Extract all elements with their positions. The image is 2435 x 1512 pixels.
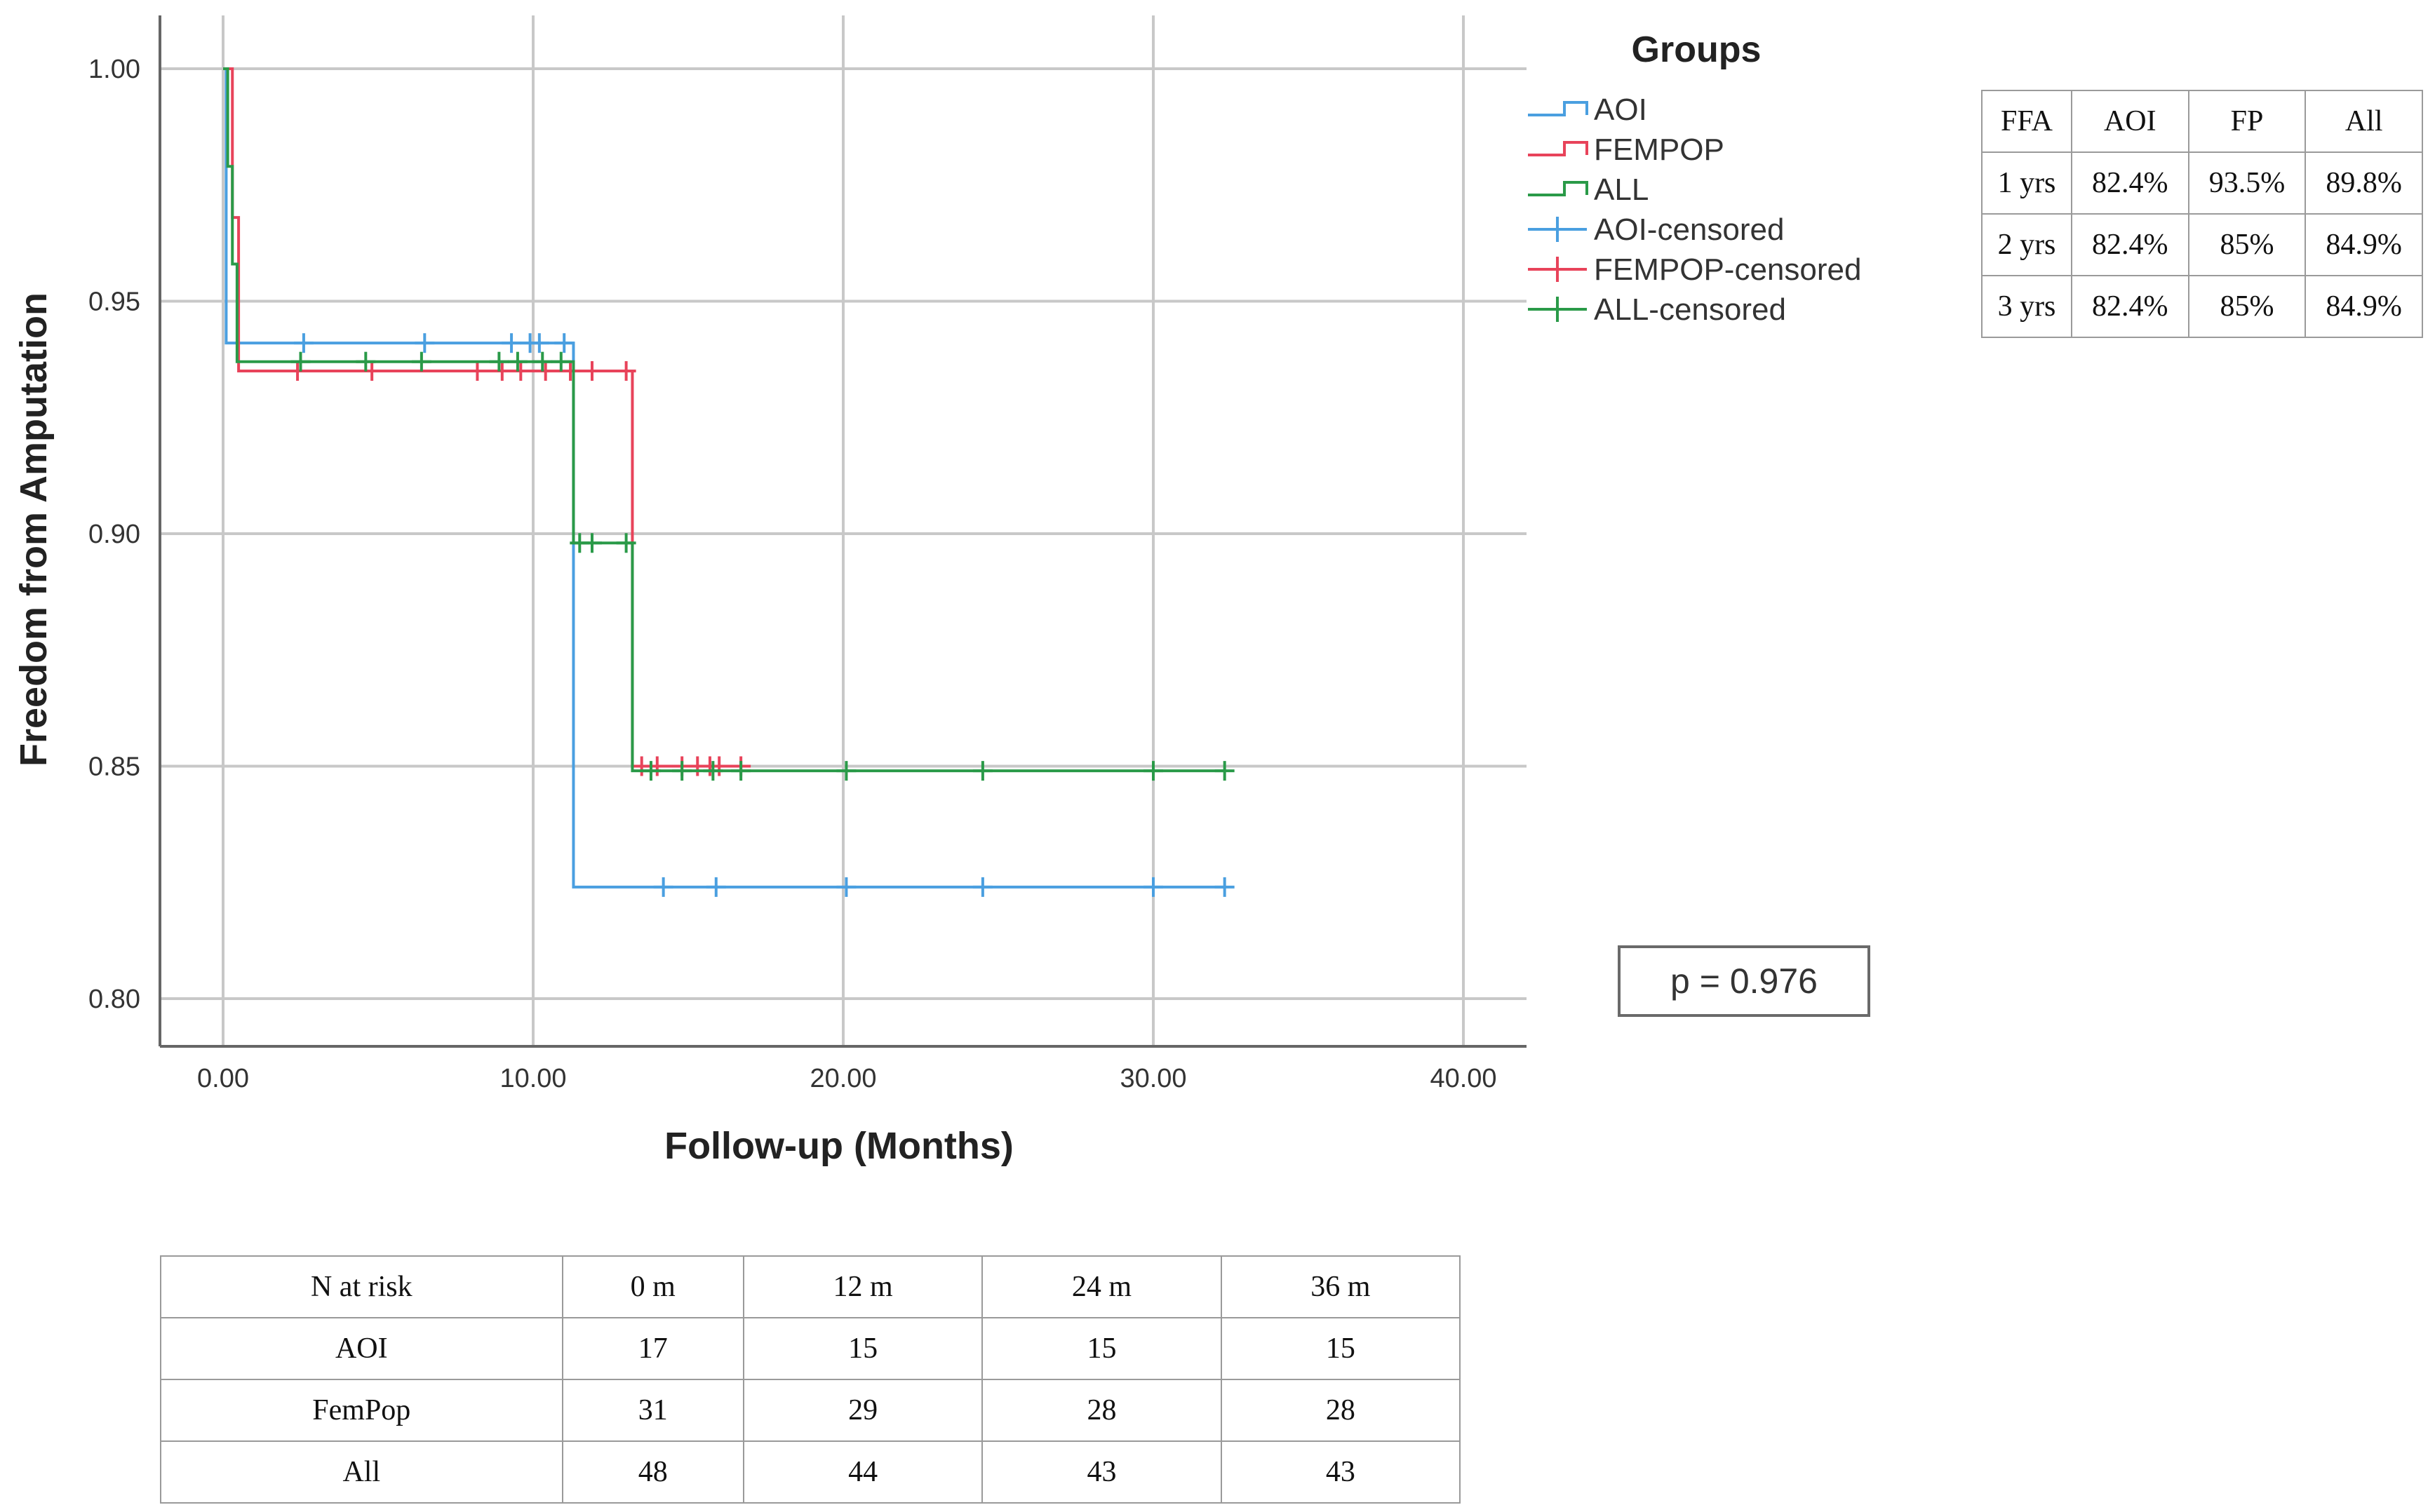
risk-table-cell: 29 — [742, 1379, 984, 1442]
y-tick-label: 0.80 — [88, 985, 140, 1014]
ffa-table-header-cell: FP — [2187, 90, 2307, 153]
legend-label-aoi-censored: AOI-censored — [1594, 212, 1784, 247]
ffa-table-cell: 3 yrs — [1981, 275, 2072, 338]
x-tick-label: 10.00 — [499, 1064, 566, 1093]
number-at-risk-table: N at risk 0 m 12 m 24 m 36 m AOI 17 15 15 15 FemPo… — [160, 1255, 1461, 1504]
risk-table-row: AOI 17 15 15 15 — [160, 1317, 1461, 1380]
risk-table-cell: 15 — [1220, 1317, 1461, 1380]
ffa-table-cell: 2 yrs — [1981, 213, 2072, 276]
legend-label-aoi: AOI — [1594, 93, 1647, 127]
axes — [159, 15, 1527, 1048]
ffa-table-cell: 82.4% — [2070, 275, 2189, 338]
ffa-table-cell: 85% — [2187, 275, 2307, 338]
legend-swatch-fempop — [1528, 141, 1588, 156]
ffa-table-cell: 85% — [2187, 213, 2307, 276]
x-tick-label: 0.00 — [197, 1064, 249, 1093]
risk-table-cell: 48 — [561, 1440, 744, 1504]
p-value-box: p = 0.976 — [1618, 945, 1870, 1017]
legend-label-all-censored: ALL-censored — [1594, 292, 1786, 327]
risk-table-cell: 43 — [1220, 1440, 1461, 1504]
risk-table-header-row: N at risk 0 m 12 m 24 m 36 m — [160, 1255, 1461, 1318]
risk-table-row: All 48 44 43 43 — [160, 1440, 1461, 1504]
ffa-table-cell: 84.9% — [2305, 275, 2423, 338]
y-tick-label: 0.95 — [88, 288, 140, 317]
fempop-survival-line — [223, 67, 742, 768]
ffa-table-row: 1 yrs 82.4% 93.5% 89.8% — [1981, 151, 2423, 215]
risk-table-header-cell: N at risk — [160, 1255, 563, 1318]
tick-labels: 0.00 10.00 20.00 30.00 40.00 0.80 0.85 0.90 0.95… — [88, 55, 1497, 1093]
all-survival-line — [223, 67, 1225, 773]
y-tick-label: 1.00 — [88, 55, 140, 84]
legend-title: Groups — [1632, 29, 1762, 70]
ffa-table-cell: 82.4% — [2070, 213, 2189, 276]
ffa-table-header-cell: AOI — [2070, 90, 2189, 153]
x-tick-label: 20.00 — [810, 1064, 876, 1093]
ffa-table-header-cell: All — [2305, 90, 2423, 153]
ffa-table-header-cell: FFA — [1981, 90, 2072, 153]
risk-table-cell: FemPop — [160, 1379, 563, 1442]
risk-table-header-cell: 36 m — [1220, 1255, 1461, 1318]
legend-label-fempop: FEMPOP — [1594, 133, 1724, 167]
risk-table-cell: 17 — [561, 1317, 744, 1380]
survival-curves — [223, 67, 1235, 897]
risk-table-cell: 43 — [981, 1440, 1222, 1504]
ffa-table-row: 2 yrs 82.4% 85% 84.9% — [1981, 213, 2423, 276]
x-axis-label: Follow-up (Months) — [664, 1125, 1014, 1167]
risk-table-cell: 15 — [742, 1317, 984, 1380]
risk-table-cell: 28 — [1220, 1379, 1461, 1442]
grid-lines — [160, 15, 1527, 1046]
legend: Groups AOI FEMPOP ALL AOI-censored FEMPOP-cen… — [1528, 29, 1861, 327]
aoi-survival-line — [223, 67, 1225, 889]
ffa-table-cell: 89.8% — [2305, 151, 2423, 215]
x-tick-label: 30.00 — [1120, 1064, 1186, 1093]
ffa-table-cell: 1 yrs — [1981, 151, 2072, 215]
y-tick-label: 0.85 — [88, 752, 140, 782]
y-axis-label: Freedom from Amputation — [13, 292, 55, 767]
legend-swatch-aoi — [1528, 101, 1588, 116]
freedom-from-amputation-table: FFA AOI FP All 1 yrs 82.4% 93.5% 89.8% 2 yrs 82.4… — [1981, 90, 2423, 338]
ffa-table-header-row: FFA AOI FP All — [1981, 90, 2423, 153]
p-value-text: p = 0.976 — [1670, 961, 1818, 1001]
legend-label-fempop-censored: FEMPOP-censored — [1594, 252, 1861, 287]
risk-table-cell: All — [160, 1440, 563, 1504]
risk-table-header-cell: 0 m — [561, 1255, 744, 1318]
ffa-table-cell: 93.5% — [2187, 151, 2307, 215]
y-tick-label: 0.90 — [88, 520, 140, 549]
risk-table-cell: AOI — [160, 1317, 563, 1380]
risk-table-row: FemPop 31 29 28 28 — [160, 1379, 1461, 1442]
risk-table-cell: 44 — [742, 1440, 984, 1504]
ffa-table-row: 3 yrs 82.4% 85% 84.9% — [1981, 275, 2423, 338]
ffa-table-cell: 84.9% — [2305, 213, 2423, 276]
risk-table-cell: 28 — [981, 1379, 1222, 1442]
legend-swatch-all — [1528, 181, 1588, 196]
risk-table-cell: 15 — [981, 1317, 1222, 1380]
x-tick-label: 40.00 — [1430, 1064, 1496, 1093]
ffa-table-cell: 82.4% — [2070, 151, 2189, 215]
risk-table-header-cell: 24 m — [981, 1255, 1222, 1318]
risk-table-header-cell: 12 m — [742, 1255, 984, 1318]
legend-label-all: ALL — [1594, 173, 1649, 207]
risk-table-cell: 31 — [561, 1379, 744, 1442]
